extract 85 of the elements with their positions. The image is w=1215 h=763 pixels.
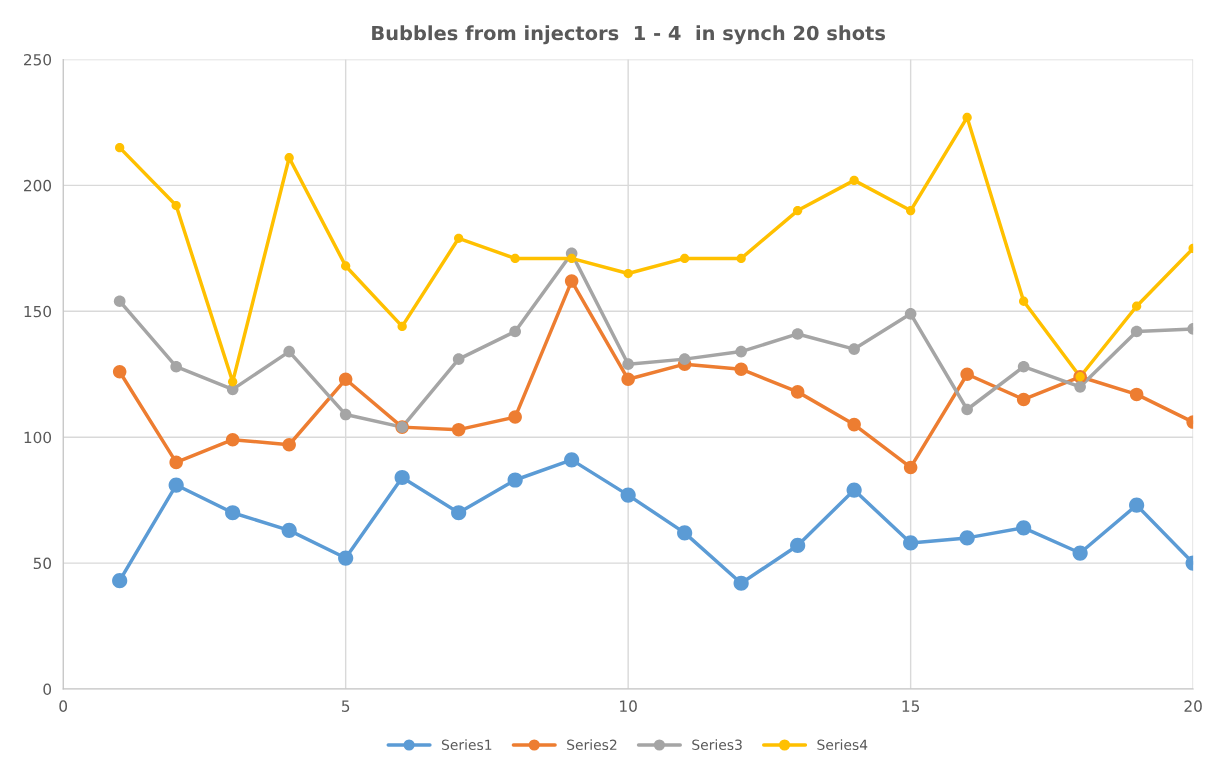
point (338, 372, 353, 387)
legend-label: Series2 (567, 739, 617, 751)
y-tick-label: 0 (43, 683, 52, 696)
point (735, 345, 747, 358)
x-tick-label: 10 (620, 700, 637, 712)
point (622, 358, 634, 370)
point (677, 525, 693, 541)
point (171, 200, 181, 211)
point (169, 455, 183, 470)
point (792, 205, 803, 216)
point (848, 343, 860, 355)
point (790, 385, 805, 399)
point (170, 360, 182, 373)
point (451, 422, 466, 437)
point (847, 417, 861, 432)
point (733, 575, 749, 591)
point (507, 472, 523, 488)
point (394, 469, 410, 486)
point (113, 295, 126, 308)
x-tick-label: 0 (59, 700, 68, 712)
point (115, 142, 125, 153)
point (849, 175, 859, 186)
point (509, 325, 521, 338)
point (1129, 387, 1144, 402)
point (621, 372, 635, 387)
point (1018, 296, 1029, 306)
point (281, 522, 297, 538)
point (1131, 301, 1142, 311)
point (1074, 381, 1086, 393)
y-tick-label: 100 (24, 431, 52, 444)
point (1016, 392, 1031, 407)
point (623, 268, 633, 279)
y-tick-label: 200 (24, 179, 52, 192)
point (679, 253, 690, 264)
point (454, 233, 464, 243)
point (225, 505, 241, 521)
point (846, 482, 862, 498)
point (397, 321, 407, 332)
x-tick-label: 5 (341, 700, 350, 712)
legend-label: Series1 (441, 739, 492, 751)
point (283, 345, 295, 358)
point (790, 537, 806, 554)
x-tick-label: 15 (902, 700, 920, 712)
point (282, 437, 296, 452)
x-tick-label: 20 (1184, 700, 1202, 712)
point (564, 274, 579, 288)
point (112, 573, 128, 589)
point (112, 364, 127, 379)
point (1072, 545, 1088, 561)
point (620, 487, 636, 503)
point (905, 205, 916, 216)
point (736, 253, 746, 264)
point (339, 408, 352, 421)
point (960, 367, 974, 382)
point (510, 253, 520, 264)
y-tick-label: 150 (24, 305, 52, 318)
point (961, 403, 973, 416)
point (959, 530, 975, 546)
chart-title: Bubbles from injectors 1 - 4 in synch 20 shots (372, 25, 886, 45)
point (284, 153, 294, 163)
point (508, 410, 522, 424)
point (678, 353, 691, 365)
legend-label: Series3 (692, 739, 742, 751)
point (903, 460, 918, 475)
y-tick-label: 250 (24, 53, 52, 66)
point (903, 535, 919, 551)
point (1130, 325, 1143, 338)
point (734, 362, 748, 376)
point (168, 477, 184, 493)
point (338, 550, 354, 566)
point (791, 328, 804, 340)
point (451, 505, 467, 521)
point (225, 432, 240, 447)
point (228, 377, 238, 387)
point (564, 452, 580, 468)
point (962, 112, 972, 123)
point (1129, 497, 1145, 513)
point (341, 261, 351, 271)
point (567, 253, 577, 264)
point (1016, 520, 1032, 536)
point (1017, 360, 1030, 373)
legend-label: Series4 (817, 739, 868, 751)
y-tick-label: 50 (33, 557, 52, 570)
point (452, 353, 465, 365)
point (904, 308, 917, 320)
